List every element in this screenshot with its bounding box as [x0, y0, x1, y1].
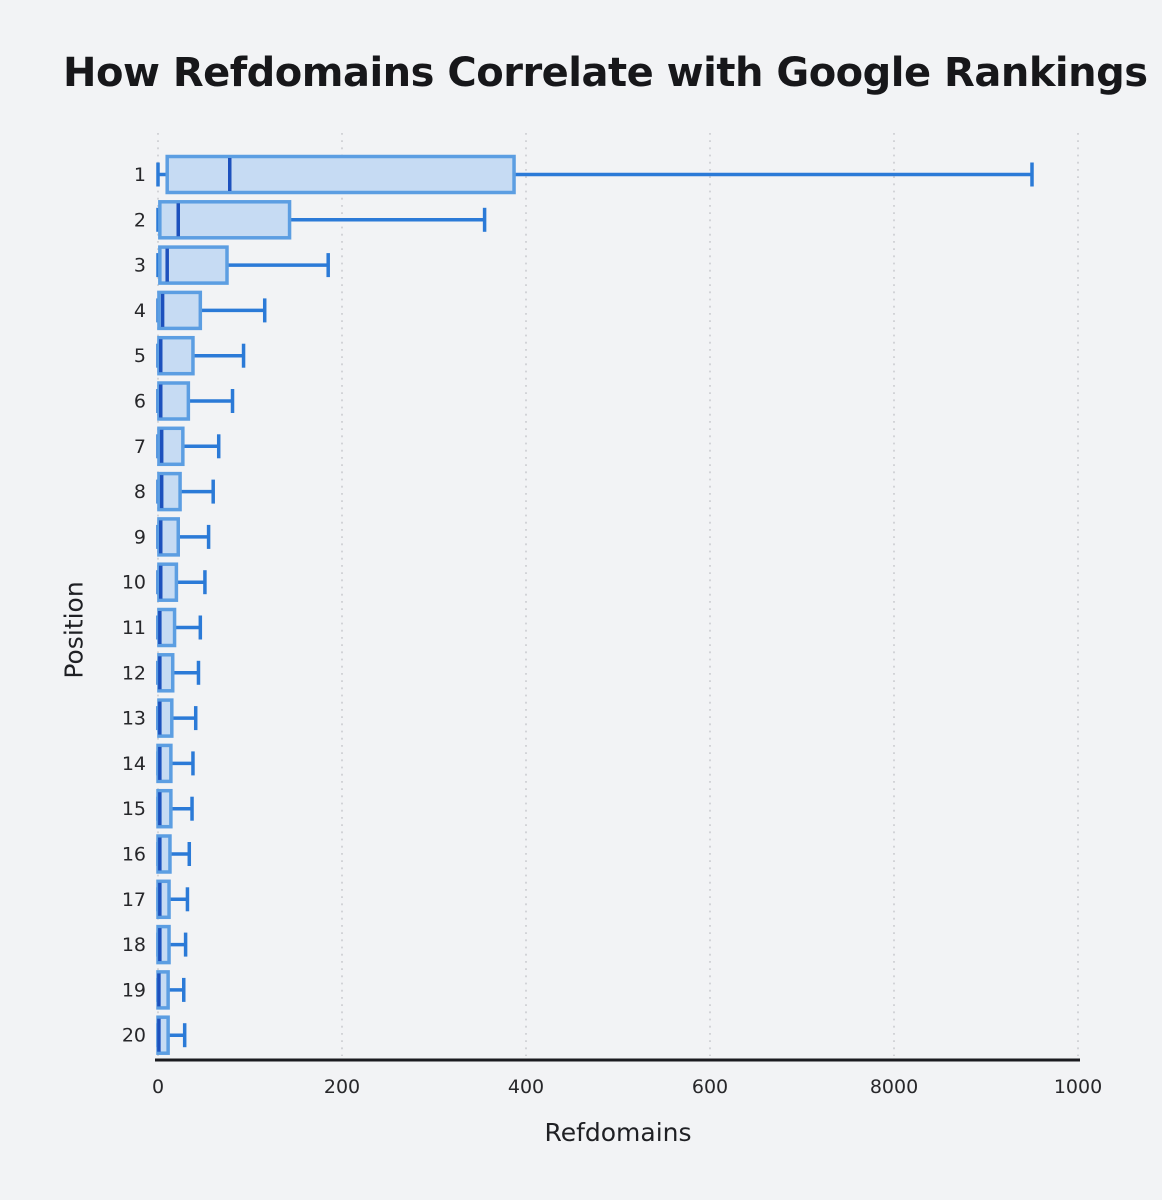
y-tick-label: 18 [122, 934, 146, 956]
y-tick-label: 9 [134, 526, 146, 548]
iqr-box-position-8 [157, 471, 182, 512]
x-axis-title: Refdomains [544, 1118, 692, 1147]
y-tick-label: 16 [122, 844, 146, 866]
y-tick-label: 2 [134, 209, 146, 231]
y-tick-label: 14 [122, 753, 146, 775]
y-tick-label: 5 [134, 345, 146, 367]
x-tick-label: 1000 [1054, 1076, 1102, 1098]
y-tick-label: 17 [122, 889, 146, 911]
y-tick-label: 19 [122, 979, 146, 1001]
x-tick-label: 8000 [870, 1076, 918, 1098]
y-tick-label: 4 [134, 300, 146, 322]
iqr-box-position-3 [158, 245, 229, 285]
x-tick-label: 0 [152, 1076, 164, 1098]
iqr-box-position-18 [156, 924, 171, 965]
y-tick-label: 20 [122, 1025, 146, 1047]
y-tick-label: 6 [134, 391, 146, 413]
y-tick-label: 13 [122, 708, 146, 730]
y-tick-label: 12 [122, 662, 146, 684]
chart-title: How Refdomains Correlate with Google Ran… [63, 50, 1148, 96]
x-tick-label: 600 [692, 1076, 728, 1098]
iqr-box-position-16 [156, 834, 172, 874]
y-tick-label: 8 [134, 481, 146, 503]
y-tick-label: 11 [122, 617, 146, 639]
y-tick-label: 15 [122, 798, 146, 820]
y-tick-label: 10 [122, 572, 146, 594]
y-axis-title: Position [59, 581, 89, 679]
iqr-box-position-7 [157, 426, 185, 467]
x-tick-label: 400 [508, 1076, 544, 1098]
iqr-box-position-5 [157, 335, 195, 376]
y-tick-label: 1 [134, 164, 146, 186]
iqr-box-position-6 [157, 381, 191, 421]
iqr-box-position-17 [156, 879, 171, 920]
iqr-box-position-10 [157, 562, 179, 602]
iqr-box-position-1 [165, 154, 516, 195]
iqr-box-position-9 [157, 517, 180, 557]
iqr-box-position-4 [157, 290, 203, 331]
iqr-box-position-2 [158, 200, 292, 240]
x-tick-label: 200 [324, 1076, 360, 1098]
y-tick-label: 7 [134, 436, 146, 458]
y-tick-label: 3 [134, 255, 146, 277]
